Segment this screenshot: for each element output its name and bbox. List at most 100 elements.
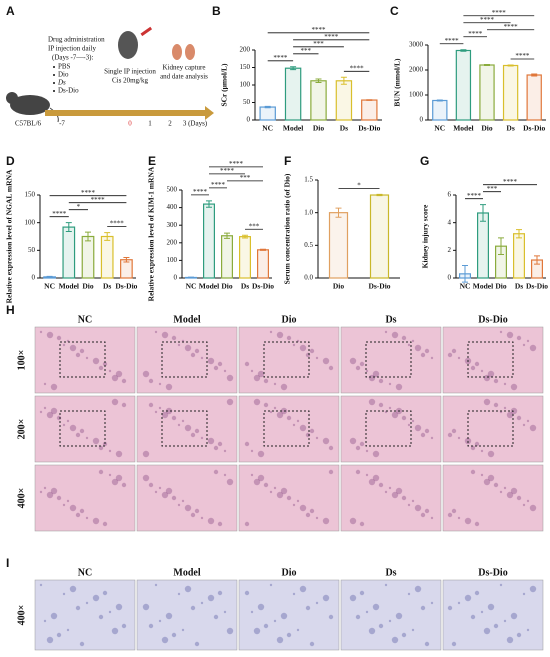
tissue-texture bbox=[62, 503, 66, 507]
chart: F Serum concentration ratio (of Dio) 0.0 0.… bbox=[283, 154, 400, 291]
tissue-texture bbox=[142, 603, 150, 611]
tissue-texture bbox=[470, 614, 476, 620]
tissue-texture bbox=[184, 504, 192, 512]
tissue-texture bbox=[184, 424, 192, 432]
tissue-texture bbox=[43, 486, 47, 490]
tissue-texture bbox=[355, 614, 361, 620]
micrograph bbox=[34, 464, 136, 532]
tissue-texture bbox=[253, 398, 261, 406]
micrograph bbox=[34, 395, 136, 463]
tissue-texture bbox=[349, 357, 357, 365]
tissue-texture bbox=[115, 370, 123, 378]
significance-label: *** bbox=[240, 174, 251, 182]
tissue-texture bbox=[273, 619, 277, 623]
panel-label: B bbox=[212, 4, 221, 18]
error-bar bbox=[366, 99, 373, 101]
tissue-texture bbox=[56, 632, 62, 638]
tissue-texture bbox=[522, 343, 526, 347]
tissue-texture bbox=[171, 495, 177, 501]
tissue-texture bbox=[407, 503, 411, 507]
tissue-texture bbox=[384, 330, 388, 334]
tissue-texture bbox=[411, 339, 415, 343]
tissue-texture bbox=[207, 594, 215, 602]
significance-label: **** bbox=[468, 30, 483, 38]
tissue-texture bbox=[407, 592, 411, 596]
tissue-texture bbox=[510, 487, 518, 495]
panel-label: G bbox=[420, 154, 429, 168]
tissue-texture bbox=[424, 348, 430, 354]
tissue-texture bbox=[522, 503, 526, 507]
tissue-texture bbox=[480, 449, 484, 453]
tissue-texture bbox=[322, 437, 330, 445]
tissue-texture bbox=[161, 331, 169, 339]
x-tick-label: NC bbox=[460, 282, 471, 291]
micrograph bbox=[340, 464, 442, 532]
tissue-texture bbox=[250, 449, 254, 453]
tissue-texture bbox=[194, 641, 200, 647]
tissue-texture bbox=[207, 517, 215, 525]
y-tick-label: 50 bbox=[243, 98, 251, 106]
tissue-texture bbox=[98, 365, 104, 371]
y-tick-label: 6 bbox=[448, 191, 452, 199]
tissue-texture bbox=[430, 436, 434, 440]
column-header: Model bbox=[173, 567, 200, 578]
tissue-texture bbox=[309, 508, 315, 514]
tissue-texture bbox=[121, 378, 127, 384]
bar bbox=[100, 235, 114, 279]
tissue-texture bbox=[424, 508, 430, 514]
tissue-texture bbox=[244, 590, 250, 596]
error-bar bbox=[224, 232, 230, 239]
tissue-texture bbox=[263, 482, 269, 488]
row-label: 200× bbox=[16, 419, 27, 440]
tissue-texture bbox=[207, 357, 215, 365]
tissue-texture bbox=[378, 482, 384, 488]
tissue-texture bbox=[420, 352, 426, 358]
tissue-texture bbox=[92, 437, 100, 445]
tissue-texture bbox=[299, 504, 307, 512]
tissue-texture bbox=[305, 605, 311, 611]
injection-text: Single IP injection bbox=[104, 68, 156, 76]
tissue-texture bbox=[276, 491, 284, 499]
error-bar bbox=[315, 78, 322, 84]
tissue-texture bbox=[474, 590, 480, 596]
x-tick-label: Dio bbox=[82, 282, 94, 291]
y-axis-label: Relative expression level of NGAL mRNA bbox=[5, 169, 14, 303]
bar bbox=[479, 64, 495, 121]
x-tick-label: Dio bbox=[495, 282, 507, 291]
tissue-texture bbox=[359, 521, 365, 527]
tissue-texture bbox=[108, 610, 112, 614]
bar bbox=[526, 74, 542, 121]
tissue-texture bbox=[46, 331, 54, 339]
micrograph bbox=[238, 326, 340, 394]
tissue-texture bbox=[483, 627, 491, 635]
tissue-texture bbox=[516, 335, 522, 341]
tissue-texture bbox=[62, 423, 66, 427]
tissue-texture bbox=[226, 627, 234, 635]
bar bbox=[328, 212, 349, 279]
x-tick-label: NC bbox=[44, 282, 55, 291]
tissue-texture bbox=[85, 516, 89, 520]
tissue-texture bbox=[447, 352, 453, 358]
tissue-texture bbox=[102, 521, 108, 527]
error-bar bbox=[123, 257, 130, 263]
micrograph bbox=[442, 579, 544, 651]
tissue-texture bbox=[286, 415, 292, 421]
error-bar bbox=[462, 265, 468, 283]
x-tick-label: Ds-Dio bbox=[368, 282, 390, 291]
tissue-texture bbox=[372, 450, 380, 458]
tissue-texture bbox=[50, 407, 58, 415]
tissue-texture bbox=[503, 382, 507, 386]
y-tick-label: 1000 bbox=[409, 91, 424, 99]
significance-label: **** bbox=[312, 26, 327, 34]
tissue-texture bbox=[349, 437, 357, 445]
significance-label: * bbox=[357, 181, 361, 189]
tissue-texture bbox=[401, 495, 407, 501]
bar bbox=[361, 99, 378, 121]
significance-label: *** bbox=[301, 47, 312, 55]
tissue-texture bbox=[165, 612, 173, 620]
x-tick-label: Model bbox=[453, 124, 473, 133]
tissue-texture bbox=[280, 383, 288, 391]
timeline-label: -7 bbox=[59, 120, 65, 128]
timeline-label: 2 bbox=[168, 120, 172, 128]
tissue-texture bbox=[276, 331, 284, 339]
